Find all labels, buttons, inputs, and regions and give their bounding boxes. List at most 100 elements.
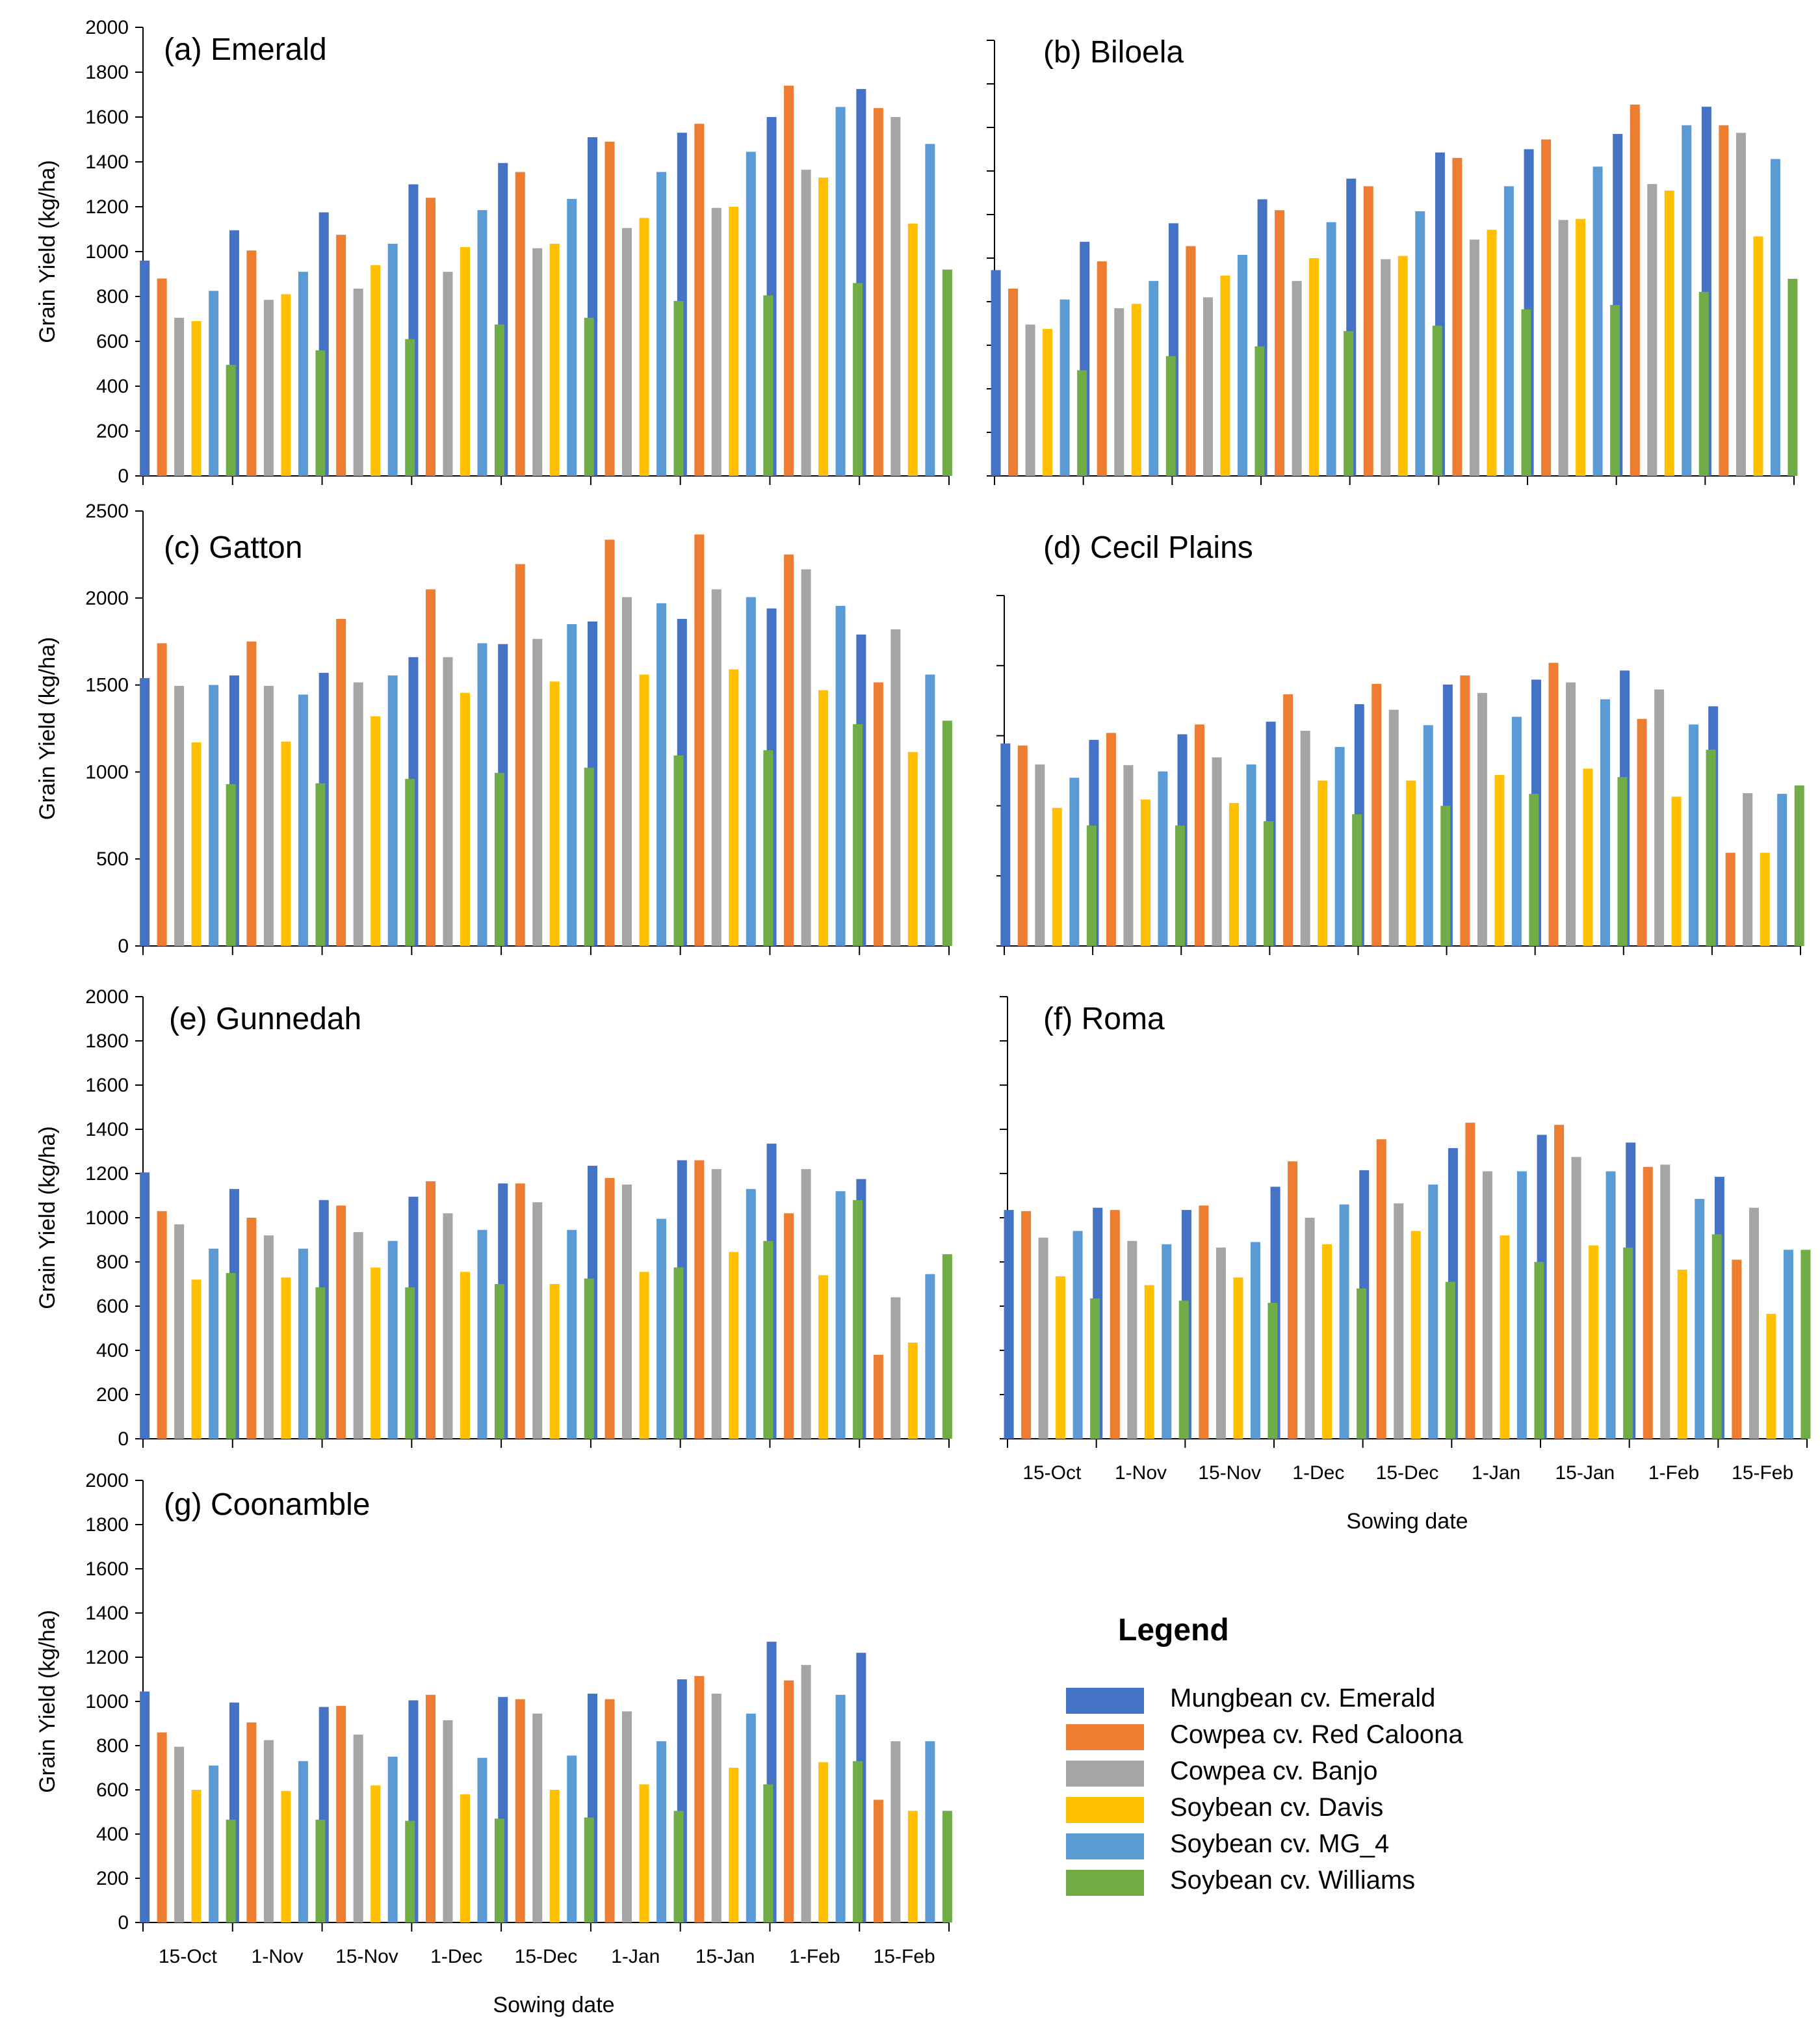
panel-title: (g) Coonamble <box>164 1488 370 1522</box>
bar-cowpea-cv-banjo <box>801 1664 811 1922</box>
bar-soybean-cv-mg-4 <box>746 1713 756 1922</box>
legend-swatch <box>1066 1870 1144 1896</box>
y-tick-label: 800 <box>96 1735 129 1757</box>
y-tick-label: 500 <box>96 848 129 870</box>
bar-soybean-cv-mg-4 <box>1511 716 1522 946</box>
bar-soybean-cv-williams <box>584 1817 594 1922</box>
bar-soybean-cv-williams <box>763 295 774 476</box>
bar-soybean-cv-williams <box>1800 1250 1811 1439</box>
bar-soybean-cv-davis <box>281 741 291 946</box>
y-tick-label: 1200 <box>85 1647 129 1668</box>
bar-soybean-cv-mg-4 <box>567 198 577 476</box>
y-tick-label: 2000 <box>85 17 129 38</box>
bar-cowpea-cv-red-caloona <box>694 1160 705 1439</box>
legend: Legend Mungbean cv. Emerald Cowpea cv. R… <box>1066 1612 1521 1924</box>
bar-soybean-cv-davis <box>1760 852 1770 946</box>
bar-cowpea-cv-red-caloona <box>1460 675 1470 946</box>
bar-soybean-cv-williams <box>1077 370 1087 476</box>
bar-cowpea-cv-banjo <box>1305 1218 1315 1439</box>
legend-swatch <box>1066 1724 1144 1750</box>
bar-soybean-cv-williams <box>1440 806 1451 946</box>
bar-soybean-cv-mg-4 <box>387 1757 398 1922</box>
bar-cowpea-cv-red-caloona <box>784 554 794 946</box>
bar-cowpea-cv-banjo <box>353 682 363 946</box>
bar-soybean-cv-williams <box>1254 346 1265 476</box>
bar-cowpea-cv-banjo <box>890 117 901 476</box>
y-axis-title: Grain Yield (kg/ha) <box>35 1610 60 1793</box>
bar-cowpea-cv-red-caloona <box>1719 125 1729 476</box>
y-tick-label: 600 <box>96 1296 129 1317</box>
bar-cowpea-cv-banjo <box>1292 281 1302 476</box>
bar-cowpea-cv-banjo <box>1748 1207 1759 1439</box>
bar-soybean-cv-mg-4 <box>1689 724 1699 946</box>
y-axis-title: Grain Yield (kg/ha) <box>35 637 60 820</box>
bar-cowpea-cv-banjo <box>1743 793 1753 946</box>
y-tick-label: 400 <box>96 1340 129 1361</box>
x-tick-label: 15-Nov <box>1198 1462 1261 1484</box>
bar-cowpea-cv-red-caloona <box>157 1732 167 1922</box>
panel-title: (e) Gunnedah <box>169 1002 361 1036</box>
bar-soybean-cv-mg-4 <box>656 172 667 476</box>
x-axis-title: Sowing date <box>493 1993 614 2017</box>
bar-soybean-cv-williams <box>1178 1300 1189 1439</box>
bar-soybean-cv-mg-4 <box>835 1694 846 1922</box>
bar-soybean-cv-williams <box>763 750 774 946</box>
bar-soybean-cv-williams <box>1165 356 1176 476</box>
bar-cowpea-cv-banjo <box>443 272 453 476</box>
bar-soybean-cv-mg-4 <box>1695 1199 1705 1439</box>
bar-soybean-cv-mg-4 <box>477 643 488 946</box>
bar-soybean-cv-mg-4 <box>925 1741 935 1922</box>
legend-label: Cowpea cv. Banjo <box>1170 1757 1378 1785</box>
bar-soybean-cv-davis <box>1309 258 1320 476</box>
y-tick-label: 2000 <box>85 986 129 1008</box>
bar-soybean-cv-williams <box>405 1287 415 1439</box>
bar-cowpea-cv-red-caloona <box>515 564 525 946</box>
bar-cowpea-cv-banjo <box>1477 692 1487 946</box>
y-tick-label: 1000 <box>85 1207 129 1229</box>
bar-cowpea-cv-red-caloona <box>784 1680 794 1922</box>
bar-soybean-cv-mg-4 <box>1503 186 1514 476</box>
bar-soybean-cv-mg-4 <box>746 151 756 476</box>
bar-soybean-cv-williams <box>1534 1262 1544 1439</box>
bar-cowpea-cv-red-caloona <box>1110 1210 1120 1439</box>
bar-soybean-cv-williams <box>315 350 326 476</box>
x-tick-label: 15-Feb <box>1732 1462 1793 1484</box>
bar-cowpea-cv-red-caloona <box>515 1699 525 1922</box>
bar-soybean-cv-davis <box>370 716 381 946</box>
bar-soybean-cv-williams <box>1432 325 1442 476</box>
y-tick-label: 2000 <box>85 588 129 609</box>
bar-cowpea-cv-red-caloona <box>1195 724 1205 946</box>
y-axis-title: Grain Yield (kg/ha) <box>35 160 60 343</box>
bar-soybean-cv-davis <box>460 692 470 946</box>
x-tick-label: 15-Jan <box>1555 1462 1615 1484</box>
bar-cowpea-cv-banjo <box>443 1213 453 1439</box>
bar-soybean-cv-mg-4 <box>835 107 846 477</box>
bar-soybean-cv-davis <box>818 177 829 476</box>
bar-soybean-cv-williams <box>763 1240 774 1439</box>
bar-cowpea-cv-red-caloona <box>1725 852 1736 946</box>
bar-cowpea-cv-banjo <box>622 228 632 476</box>
bar-soybean-cv-davis <box>281 1277 291 1439</box>
legend-swatch <box>1066 1833 1144 1859</box>
bar-soybean-cv-mg-4 <box>298 272 308 476</box>
y-tick-label: 200 <box>96 1384 129 1406</box>
bar-cowpea-cv-red-caloona <box>1732 1259 1742 1439</box>
y-tick-label: 600 <box>96 331 129 352</box>
bar-soybean-cv-williams <box>584 1278 594 1439</box>
y-tick-label: 1800 <box>85 1030 129 1052</box>
bar-cowpea-cv-banjo <box>711 207 722 476</box>
bar-soybean-cv-mg-4 <box>1606 1171 1616 1439</box>
bar-soybean-cv-davis <box>729 207 739 476</box>
bar-soybean-cv-davis <box>907 1811 918 1922</box>
bar-cowpea-cv-banjo <box>263 1235 274 1439</box>
bar-soybean-cv-davis <box>549 1284 560 1439</box>
bar-soybean-cv-mg-4 <box>1246 764 1256 946</box>
bar-cowpea-cv-banjo <box>890 629 901 946</box>
bar-cowpea-cv-banjo <box>890 1297 901 1439</box>
legend-label: Mungbean cv. Emerald <box>1170 1684 1436 1712</box>
bar-cowpea-cv-red-caloona <box>1363 186 1373 476</box>
bar-soybean-cv-davis <box>639 218 649 476</box>
bar-cowpea-cv-banjo <box>1212 757 1222 946</box>
bar-soybean-cv-davis <box>1753 236 1763 476</box>
